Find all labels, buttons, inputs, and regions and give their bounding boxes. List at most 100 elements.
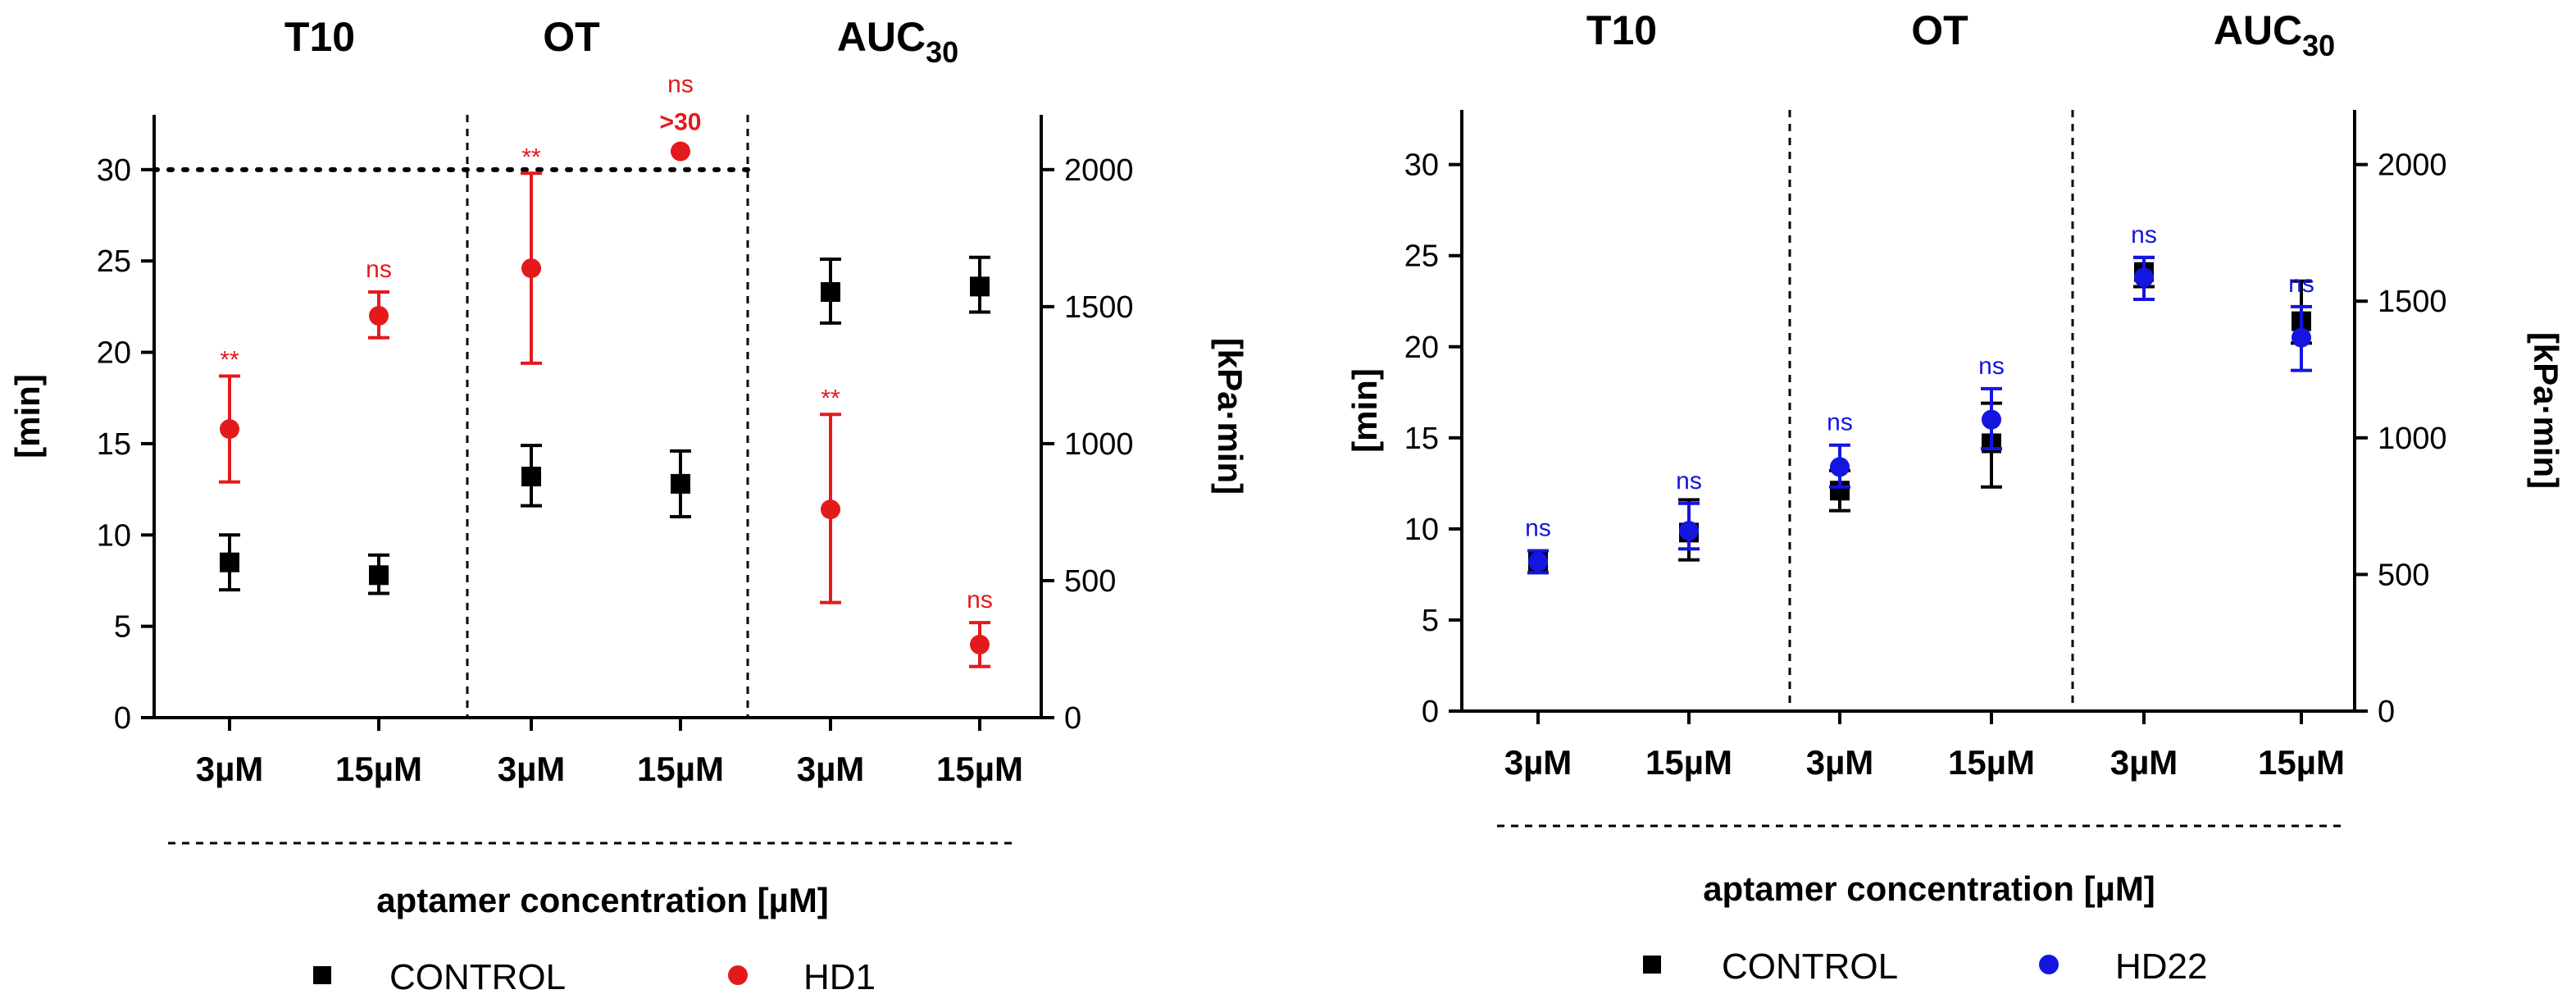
group-title: T10 bbox=[284, 14, 355, 60]
category-label: 3µM bbox=[2110, 743, 2178, 782]
y-tick-label-right: 0 bbox=[2378, 695, 2395, 729]
y-tick-label-left: 15 bbox=[1404, 422, 1439, 456]
data-point-circle bbox=[1679, 521, 1699, 541]
data-point-circle bbox=[2292, 327, 2311, 348]
significance-label: ns bbox=[1827, 409, 1853, 436]
data-point-square bbox=[671, 473, 690, 494]
group-title: OT bbox=[543, 14, 599, 60]
legend: CONTROL HD1 bbox=[313, 957, 876, 997]
group-title-text: AUC bbox=[837, 14, 926, 60]
y-axis-label-left: [min] bbox=[1345, 368, 1384, 453]
data-point-circle bbox=[1830, 457, 1850, 477]
y-axis-label-right: [kPa·min] bbox=[2527, 332, 2565, 489]
data-point-square bbox=[521, 467, 541, 486]
significance-label: ns bbox=[2288, 271, 2314, 298]
category-label: 15µM bbox=[1948, 743, 2035, 782]
y-tick-label-right: 1000 bbox=[2378, 422, 2447, 456]
y-tick-label-left: 5 bbox=[114, 610, 131, 645]
y-tick-label-left: 25 bbox=[1404, 239, 1439, 274]
significance-label: ns bbox=[1676, 468, 1702, 495]
group-title: T10 bbox=[1586, 7, 1657, 53]
series-control bbox=[1527, 255, 2312, 575]
y-tick-label-left: 20 bbox=[97, 336, 131, 371]
category-label: 3µM bbox=[196, 750, 264, 788]
data-point-circle bbox=[369, 306, 389, 326]
series-control bbox=[219, 255, 990, 595]
significance-label: ns bbox=[2131, 221, 2157, 249]
legend-marker-circle bbox=[2039, 955, 2059, 974]
legend-marker-circle bbox=[728, 965, 748, 985]
series-hd1: ** ns ** >30 ns ** ns bbox=[219, 71, 993, 668]
y-tick-label-left: 15 bbox=[97, 427, 131, 462]
legend-label: HD22 bbox=[2115, 946, 2208, 987]
y-axis-label-right: [kPa·min] bbox=[1211, 338, 1249, 495]
data-point-circle bbox=[2134, 267, 2154, 288]
group-title-text: OT bbox=[1911, 7, 1968, 53]
data-point-circle bbox=[220, 419, 239, 440]
legend-marker-square bbox=[313, 966, 331, 984]
data-point-circle bbox=[1982, 409, 2001, 430]
significance-label: ns bbox=[1525, 515, 1551, 542]
significance-label: ** bbox=[220, 347, 239, 374]
data-point-circle bbox=[970, 634, 990, 655]
data-point-square bbox=[220, 552, 239, 572]
y-tick-label-left: 20 bbox=[1404, 331, 1439, 365]
category-label: 15µM bbox=[936, 750, 1023, 788]
group-title-subscript: 30 bbox=[2302, 29, 2335, 62]
value-note: >30 bbox=[660, 109, 702, 136]
group-title: AUC30 bbox=[2214, 7, 2335, 62]
group-title: AUC30 bbox=[837, 14, 958, 69]
category-label: 15µM bbox=[637, 750, 724, 788]
significance-label: ns bbox=[1978, 353, 2005, 380]
category-label: 3µM bbox=[1504, 743, 1572, 782]
data-point-circle bbox=[521, 258, 541, 279]
category-label: 3µM bbox=[797, 750, 865, 788]
data-point-square bbox=[369, 565, 389, 586]
y-tick-label-right: 1000 bbox=[1064, 427, 1134, 462]
y-tick-label-left: 30 bbox=[97, 153, 131, 188]
group-title-subscript: 30 bbox=[926, 35, 958, 69]
group-title: OT bbox=[1911, 7, 1968, 53]
group-title-text: AUC bbox=[2214, 7, 2302, 53]
category-label: 3µM bbox=[1806, 743, 1874, 782]
legend-marker-square bbox=[1643, 956, 1661, 974]
legend: CONTROL HD22 bbox=[1643, 946, 2208, 987]
group-title-text: T10 bbox=[284, 14, 355, 60]
data-point-circle bbox=[671, 141, 690, 162]
series-hd22: ns ns ns ns ns ns bbox=[1525, 221, 2314, 575]
group-title-text: T10 bbox=[1586, 7, 1657, 53]
data-point-circle bbox=[1528, 551, 1548, 572]
y-tick-label-left: 0 bbox=[114, 701, 131, 736]
y-axis-label-left: [min] bbox=[8, 374, 47, 458]
group-title-text: OT bbox=[543, 14, 599, 60]
y-tick-label-right: 2000 bbox=[1064, 153, 1134, 188]
significance-label: ns bbox=[967, 586, 993, 613]
y-tick-label-left: 5 bbox=[1422, 604, 1439, 638]
y-tick-label-right: 1500 bbox=[1064, 290, 1134, 325]
significance-label: ** bbox=[521, 144, 541, 171]
category-label: 15µM bbox=[335, 750, 422, 788]
data-point-square bbox=[970, 276, 990, 297]
significance-label: ns bbox=[667, 71, 694, 98]
x-axis-label: aptamer concentration [µM] bbox=[376, 881, 829, 919]
y-tick-label-right: 0 bbox=[1064, 701, 1081, 736]
y-tick-label-right: 2000 bbox=[2378, 148, 2447, 183]
y-tick-label-right: 500 bbox=[2378, 558, 2429, 592]
x-axis-label: aptamer concentration [µM] bbox=[1703, 869, 2155, 908]
data-point-circle bbox=[821, 499, 840, 520]
y-tick-label-left: 30 bbox=[1404, 148, 1439, 183]
category-label: 15µM bbox=[1645, 743, 1732, 782]
data-point-square bbox=[821, 282, 840, 303]
y-tick-label-left: 0 bbox=[1422, 695, 1439, 729]
y-tick-label-right: 500 bbox=[1064, 564, 1116, 599]
significance-label: ns bbox=[366, 256, 392, 283]
category-label: 3µM bbox=[498, 750, 566, 788]
significance-label: ** bbox=[821, 385, 840, 412]
legend-label: CONTROL bbox=[389, 957, 566, 997]
y-tick-label-left: 25 bbox=[97, 244, 131, 279]
legend-label: CONTROL bbox=[1722, 946, 1898, 987]
y-tick-label-right: 1500 bbox=[2378, 285, 2447, 319]
